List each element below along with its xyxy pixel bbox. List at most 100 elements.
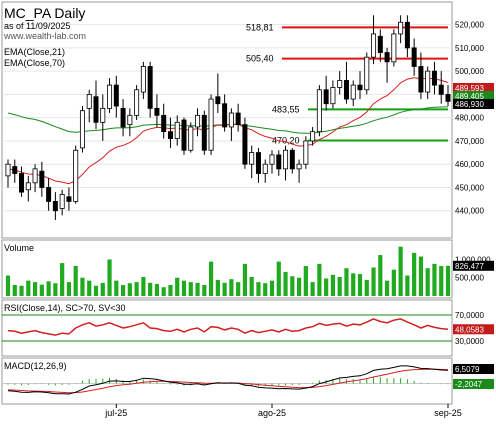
volume-y-tick: 500,000 [455,274,484,283]
candle-body [255,152,261,174]
chart-title: MC_PA Daily [4,5,85,21]
candle-body [418,66,424,93]
macd-panel: 6,5079 -2,2047 MACD(12,26,9) [1,357,494,405]
candle-body [330,87,336,105]
legend-ema70: EMA(Close,70) [4,58,65,68]
volume-bar [344,268,349,296]
candle-body [73,149,79,202]
volume-bar [317,263,322,296]
level-label: 505,40 [246,54,274,64]
volume-bar [371,267,376,296]
candle-body [134,89,140,116]
candle-body [377,35,383,53]
volume-bar [425,268,430,296]
volume-bar [120,285,126,296]
ema21-tag-bg [453,83,494,93]
x-tick-label: ago-25 [258,408,286,418]
volume-bar [283,271,288,296]
candle-body [12,166,18,174]
rsi-last-tag: 48,0583 [455,325,484,334]
candle-body [431,70,437,86]
macd-lines [7,365,449,395]
volume-bar [5,275,11,296]
candle-body [343,80,349,100]
candle-body [39,170,45,188]
volume-y-tick-labels: 1,000,000 500,000 [455,255,491,282]
candle-body [79,110,85,149]
volume-bar [269,280,275,296]
volume-bar [330,274,336,296]
volume-bar [351,273,356,296]
volume-bar [208,261,214,296]
candle-body [93,96,99,123]
candle-body [242,124,248,165]
candle-body [147,66,153,109]
chart-date: as of 11/09/2025 [4,21,70,31]
volume-bar [12,285,17,296]
candle-body [411,47,417,67]
candle-body [208,98,214,151]
volume-bar [249,276,254,296]
volume-bar [127,283,132,296]
volume-bar [168,285,173,296]
volume-bar [107,259,112,296]
candle-body [371,33,377,58]
macd-line [7,365,449,395]
candle-body [195,114,201,128]
candle-body [337,80,343,88]
rsi-y-tick: 30,0000 [455,337,484,346]
candle-body [289,149,295,170]
volume-last-tag: 826,477 [455,262,484,271]
volume-bar [405,275,410,296]
last-price-tag: 486,930 [455,100,484,109]
volume-bar [60,263,65,296]
candle-body [140,66,146,93]
volume-bar [32,282,38,296]
rsi-label: RSI(Close,14), SC>70, SV<30 [4,303,126,313]
candle-body [445,94,451,102]
volume-bar [242,263,248,296]
x-axis: jul-25 ago-25 sep-25 [104,404,462,418]
volume-bar [398,246,403,296]
volume-bar [202,285,207,296]
macd-hist-last-tag-bg [453,379,494,389]
volume-bar [66,282,72,296]
volume-y-tick: 1,000,000 [455,255,491,264]
volume-bar [141,276,146,296]
volume-bar [154,283,160,296]
candle-body [303,140,309,165]
volume-last-tag-bg [453,260,494,271]
volume-last-value-tag: 826,477 [453,260,494,271]
volume-bar [175,277,180,296]
x-tick-label: jul-25 [104,408,127,418]
candle-body [262,163,268,174]
last-price-tag-bg [453,99,494,109]
volume-bar [418,256,424,296]
rsi-lines [2,314,452,342]
volume-bar [303,266,308,296]
candle-body [391,33,397,63]
volume-bar [256,282,261,296]
volume-bar [188,282,193,296]
volume-bar [412,252,417,296]
candle-body [235,112,241,126]
candle-body [404,21,410,49]
candle-body [276,154,282,170]
candle-body [438,84,444,95]
volume-bar [53,283,58,296]
volume-bars [5,246,451,296]
candle-body [66,196,72,202]
candle-body [59,194,65,209]
rsi-last-tag-bg [453,324,494,335]
volume-bar [378,255,383,296]
rsi-panel: 70,0000 30,0000 48,0583 RSI(Close,14), SC… [1,299,494,357]
legend-ema21: EMA(Close,21) [4,47,65,57]
candle-body [316,89,322,133]
macd-last-value-tags: 6,5079 -2,2047 [453,364,494,389]
price-y-tick: 500,000 [455,67,484,76]
volume-bar [222,282,227,296]
candle-body [52,201,58,212]
candle-body [167,131,173,140]
